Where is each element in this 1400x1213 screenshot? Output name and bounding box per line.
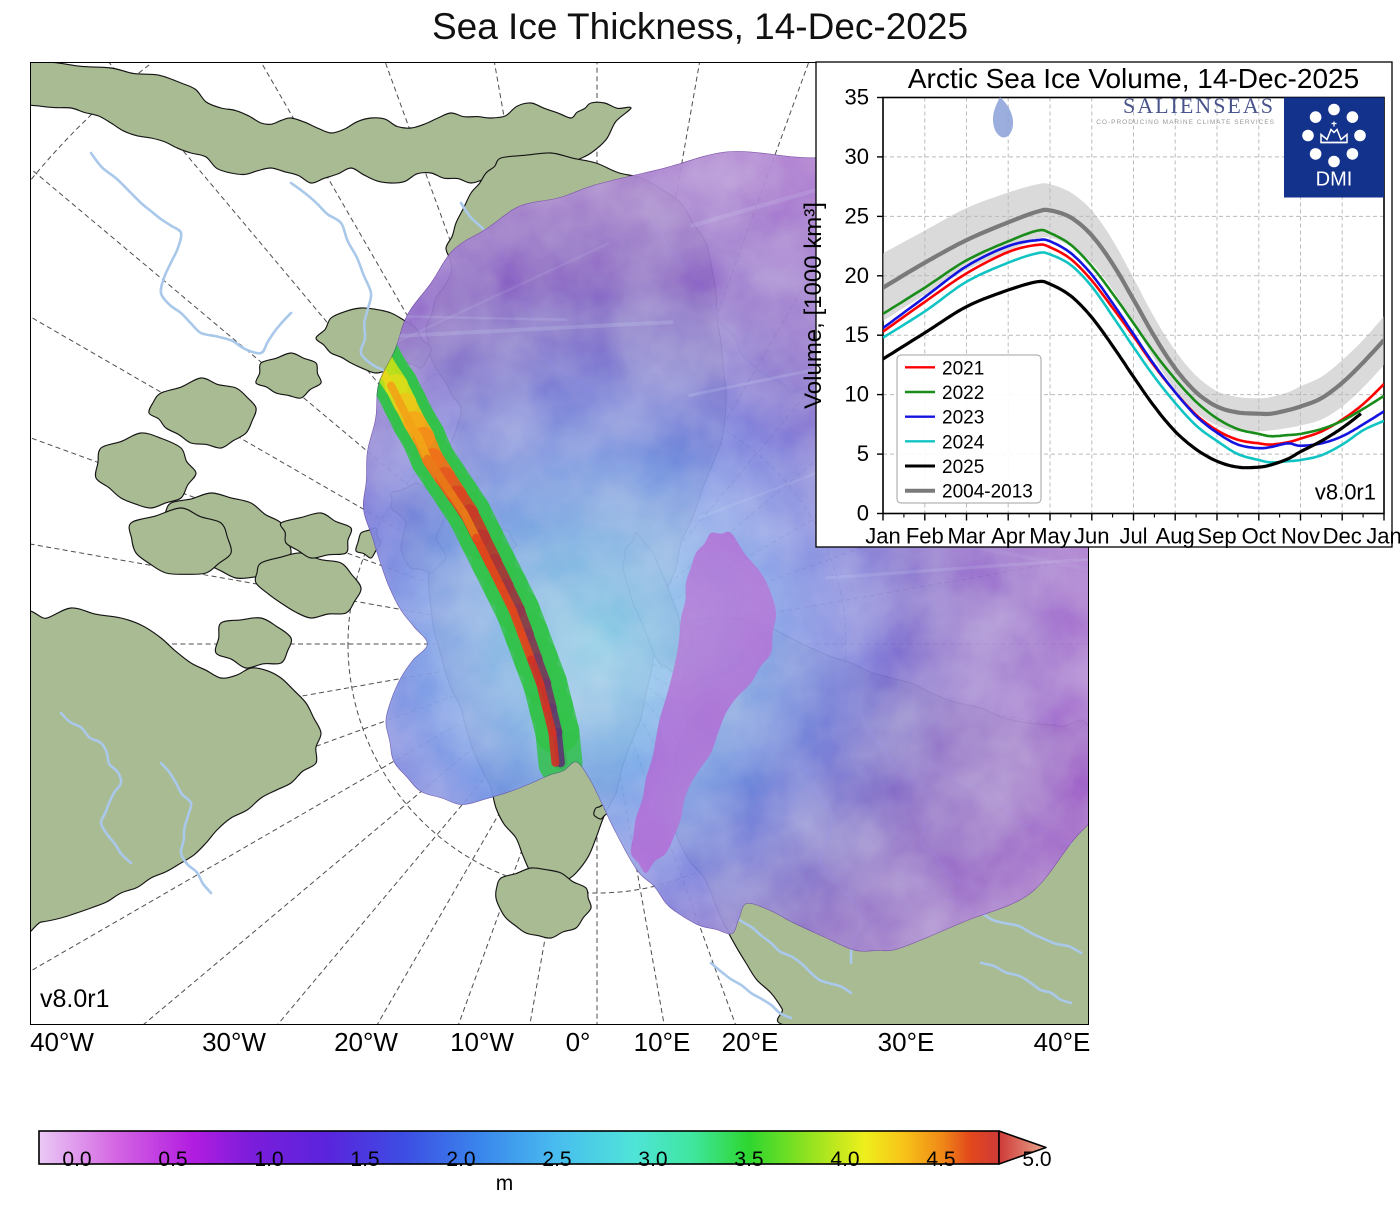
svg-text:Dec: Dec <box>1323 524 1362 549</box>
svg-text:Sep: Sep <box>1197 524 1236 549</box>
svg-text:SALIENSEAS: SALIENSEAS <box>1123 93 1275 118</box>
svg-text:Jul: Jul <box>1119 524 1147 549</box>
svg-text:v8.0r1: v8.0r1 <box>1315 480 1376 505</box>
svg-text:Jan: Jan <box>1366 524 1400 549</box>
svg-text:Oct: Oct <box>1242 524 1276 549</box>
svg-text:CO-PRODUCING MARINE CLIMATE SE: CO-PRODUCING MARINE CLIMATE SERVICES <box>1096 119 1275 126</box>
svg-text:Nov: Nov <box>1281 524 1320 549</box>
svg-text:Aug: Aug <box>1156 524 1195 549</box>
svg-text:DMI: DMI <box>1316 169 1353 191</box>
